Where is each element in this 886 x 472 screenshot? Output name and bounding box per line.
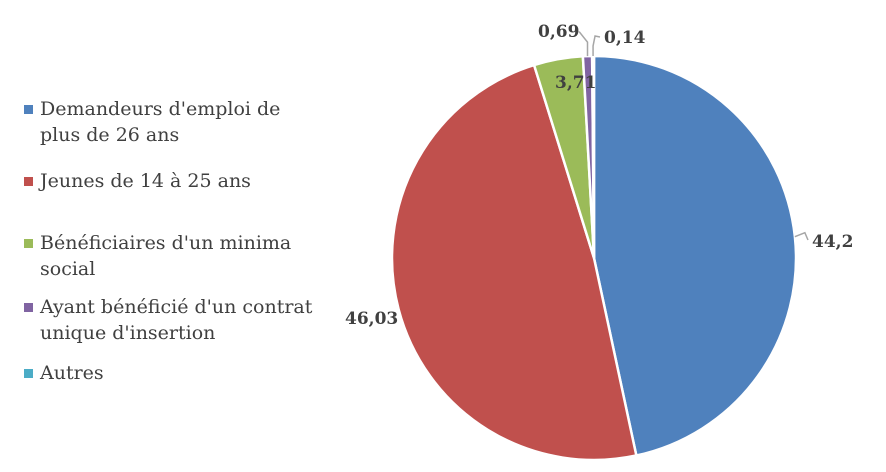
pie-slice-demandeurs bbox=[592, 54, 798, 457]
legend-label-beneficiaires: Bénéficiaires d'un minima social bbox=[40, 232, 292, 280]
legend-swatch-jeunes bbox=[24, 177, 33, 186]
legend-swatch-beneficiaires bbox=[24, 239, 33, 248]
pie-slice-jeunes bbox=[390, 63, 638, 462]
legend-label-contrat-unique: Ayant bénéficié d'un contrat unique d'in… bbox=[40, 296, 313, 344]
data-label-contrat-unique: 0,69 bbox=[538, 22, 579, 42]
legend-item-beneficiaires: Bénéficiaires d'un minima social bbox=[22, 230, 322, 282]
legend-label-jeunes: Jeunes de 14 à 25 ans bbox=[40, 170, 251, 192]
leader-lines bbox=[578, 31, 809, 241]
data-label-autres: 0,14 bbox=[604, 28, 646, 48]
legend-swatch-contrat-unique bbox=[24, 303, 33, 312]
pie-slices bbox=[390, 54, 798, 462]
legend-label-demandeurs: Demandeurs d'emploi de plus de 26 ans bbox=[40, 98, 281, 146]
data-label-jeunes: 46,03 bbox=[345, 309, 398, 329]
leader-line-contrat-unique bbox=[578, 31, 589, 57]
data-labels: 44,2 46,03 3,71 0,69 0,14 bbox=[345, 22, 853, 329]
legend-label-autres: Autres bbox=[40, 362, 104, 384]
legend-swatch-demandeurs bbox=[24, 105, 33, 114]
legend-item-jeunes: Jeunes de 14 à 25 ans bbox=[22, 168, 322, 194]
leader-line-autres bbox=[592, 35, 601, 57]
data-label-beneficiaires: 3,71 bbox=[555, 73, 596, 93]
legend: Demandeurs d'emploi de plus de 26 ans Je… bbox=[22, 96, 322, 386]
legend-item-contrat-unique: Ayant bénéficié d'un contrat unique d'in… bbox=[22, 294, 322, 346]
leader-line-demandeurs bbox=[794, 231, 809, 241]
legend-item-demandeurs: Demandeurs d'emploi de plus de 26 ans bbox=[22, 96, 322, 148]
data-label-demandeurs: 44,2 bbox=[812, 232, 853, 252]
legend-item-autres: Autres bbox=[22, 360, 322, 386]
legend-swatch-autres bbox=[24, 369, 33, 378]
